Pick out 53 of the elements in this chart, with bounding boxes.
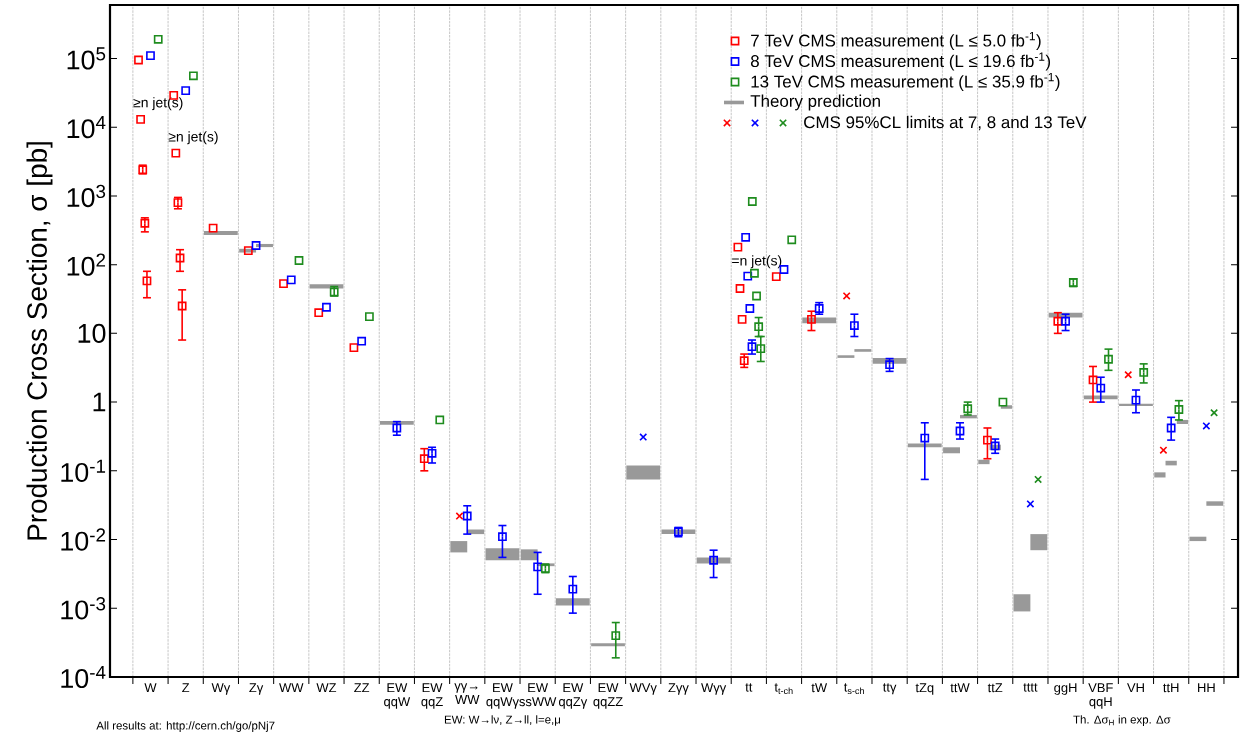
y-tick-label: 1 xyxy=(93,392,106,412)
y-axis-title: Production Cross Section, σ [pb] xyxy=(26,142,53,540)
y-tick-label: 10$^{-3}$ xyxy=(61,597,106,620)
x-tick-label: Z xyxy=(182,683,190,693)
x-tick-label: tZq xyxy=(915,683,934,695)
x-tick-label: WW xyxy=(279,683,304,693)
legend-label: CMS 95%CL limits at 7, 8 and 13 TeV xyxy=(804,115,1087,131)
x-tick-label: EW ssWW xyxy=(519,683,557,707)
x-tick-label: ZZ xyxy=(354,683,370,693)
x-tick-label: EW qqZγ xyxy=(558,683,588,709)
x-tick-label: W xyxy=(144,683,157,693)
y-tick-label: 10$^{3}$ xyxy=(67,184,106,208)
x-tick-label: t$_{t-ch}$ xyxy=(774,683,793,695)
y-tick-label: 10$^{5}$ xyxy=(67,47,106,70)
x-tick-label: tt xyxy=(745,683,753,692)
annotation: ≥n jet(s) xyxy=(168,131,218,145)
text: EW: W→lν, Z→ll, l=e,μ xyxy=(444,715,561,726)
legend-label: 7 TeV CMS measurement (L ≤ 5.0 fb$^{-1}$) xyxy=(751,32,1041,50)
x-tick-label: ggH xyxy=(1054,683,1077,695)
text: Th. Δσ$_{H}$ in exp. Δσ xyxy=(1073,715,1171,726)
x-tick-label: WVγ xyxy=(629,683,657,695)
annotation: =n jet(s) xyxy=(732,255,782,269)
legend-label: Theory prediction xyxy=(750,94,880,111)
x-tick-label: EW qqZ xyxy=(421,683,443,709)
x-tick-label: Zγγ xyxy=(668,683,689,695)
x-tick-label: ttγ xyxy=(882,683,897,695)
x-tick-label: VH xyxy=(1127,683,1144,693)
annotation: ≥n jet(s) xyxy=(133,97,183,111)
legend-label: 8 TeV CMS measurement (L ≤ 19.6 fb$^{-1}$) xyxy=(750,52,1051,71)
legend-label: 13 TeV CMS measurement (L ≤ 35.9 fb$^{-1}$) xyxy=(751,73,1060,91)
x-tick-label: ttH xyxy=(1163,683,1179,693)
y-tick-label: 10$^{2}$ xyxy=(67,253,106,276)
x-tick-label: EW qqW xyxy=(384,683,411,709)
x-tick-label: VBF qqH xyxy=(1088,683,1113,709)
x-tick-label: Wγγ xyxy=(701,683,727,695)
x-tick-label: ttZ xyxy=(987,683,1003,693)
y-tick-label: 10$^{-1}$ xyxy=(61,459,106,482)
x-tick-label: Wγ xyxy=(211,683,231,695)
x-tick-label: Zγ xyxy=(249,683,264,695)
x-tick-label: WZ xyxy=(316,683,337,693)
y-tick-label: 10$^{-2}$ xyxy=(61,528,106,551)
x-tick-label: EW qqWγ xyxy=(486,683,519,709)
x-tick-label: t$_{s-ch}$ xyxy=(843,683,864,695)
x-tick-label: EW qqZZ xyxy=(593,683,623,709)
x-tick-label: tttt xyxy=(1023,683,1038,692)
x-tick-label: ttW xyxy=(950,683,970,693)
y-tick-label: 10 xyxy=(78,323,106,343)
x-tick-label: γγ→ WW xyxy=(454,683,480,705)
y-tick-label: 10$^{-4}$ xyxy=(61,665,106,689)
x-tick-label: HH xyxy=(1198,683,1215,693)
y-tick-label: 10$^{4}$ xyxy=(67,116,106,139)
x-tick-label: tW xyxy=(811,683,828,693)
text: All results at: http://cern.ch/go/pNj7 xyxy=(96,721,275,732)
